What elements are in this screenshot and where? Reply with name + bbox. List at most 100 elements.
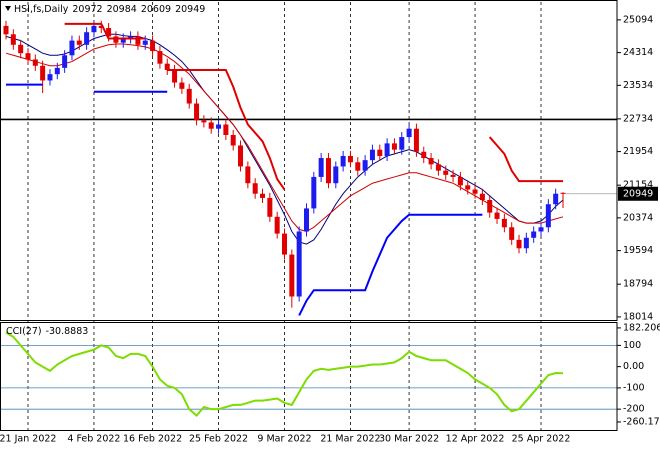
close-value: 20949 [175, 4, 205, 15]
candle-body [25, 53, 31, 60]
candle-body [369, 149, 375, 161]
y-tick-label: 21154 [623, 180, 653, 191]
candle-body [164, 63, 170, 70]
y-tick-label: 100 [623, 340, 641, 351]
y-tick-label: 18014 [623, 311, 653, 322]
main-panel-frame [0, 0, 618, 321]
candle-body [106, 28, 112, 37]
plot-layer [1, 2, 617, 430]
x-tick-label: 12 Apr 2022 [446, 434, 505, 445]
high-value: 20984 [107, 4, 137, 15]
candle-body [223, 124, 229, 135]
candle-body [494, 212, 500, 219]
candle-body [465, 185, 471, 190]
candle-body [384, 143, 390, 156]
y-tick-label: 24314 [623, 47, 653, 58]
candle-body [113, 36, 119, 43]
x-tick-label: 16 Feb 2022 [123, 434, 182, 445]
candle-body [333, 166, 339, 184]
candle-body [531, 231, 537, 238]
x-tick-label: 25 Feb 2022 [189, 434, 248, 445]
candle-body [399, 137, 405, 150]
y-tick-label: 182.2062 [623, 322, 660, 333]
candle-body [208, 122, 214, 129]
candle-body [457, 176, 463, 186]
candle-body [325, 158, 331, 184]
candle-body [62, 55, 68, 68]
candle-body [413, 128, 419, 152]
candle-body [201, 120, 207, 123]
candle-body [516, 239, 522, 249]
candle-body [362, 160, 368, 171]
candle-body [538, 227, 544, 232]
candle-body [303, 208, 309, 232]
candle-body [18, 44, 24, 54]
candle-body [421, 151, 427, 159]
candle-body [347, 155, 353, 163]
candle-body [135, 36, 141, 45]
candle-body [84, 32, 90, 45]
candle-body [32, 59, 38, 66]
candle-body [238, 145, 244, 167]
candle-body [391, 143, 397, 150]
candle-body [487, 200, 493, 213]
candle-body [282, 233, 287, 255]
candle-body [311, 176, 317, 209]
y-tick-label: 0.00 [623, 361, 644, 372]
candle-body [450, 174, 456, 177]
price-box [618, 186, 658, 201]
x-tick-label: 21 Jan 2022 [0, 434, 56, 445]
candle-body [443, 170, 449, 175]
candle-body [91, 25, 97, 33]
candle-body [47, 74, 53, 81]
candle-body [560, 192, 566, 194]
x-tick-label: 30 Mar 2022 [379, 434, 439, 445]
candle-body [194, 103, 200, 121]
candle-body [472, 189, 478, 194]
candle-body [40, 65, 46, 81]
y-tick-label: -200 [623, 404, 645, 415]
cci-header: CCI(27) -30.8883 [6, 326, 88, 337]
y-tick-label: 19594 [623, 245, 653, 256]
candle-body [267, 197, 273, 217]
y-tick-label: 20374 [623, 212, 653, 223]
candle-body [340, 155, 346, 167]
y-tick-label: -260.178 [623, 416, 660, 427]
candle-body [406, 128, 412, 138]
candle-body [501, 218, 507, 228]
indicator-line [5, 33, 564, 245]
candle-body [157, 51, 163, 64]
candle-body [545, 204, 551, 228]
candle-body [128, 36, 134, 39]
candle-body [245, 166, 251, 184]
y-tick-label: 23534 [623, 80, 653, 91]
candle-body [355, 162, 361, 171]
candle-body [252, 183, 258, 194]
candle-body [435, 164, 441, 171]
y-tick-label: 25094 [623, 14, 653, 25]
candle-body [230, 134, 236, 146]
candle-body [142, 40, 148, 45]
candle-body [216, 124, 222, 129]
candle-body [509, 227, 515, 240]
y-tick-label: -100 [623, 382, 645, 393]
cci-line [5, 331, 564, 417]
collapse-icon [5, 6, 11, 11]
y-tick-label: 21954 [623, 146, 653, 157]
candle-body [186, 88, 192, 104]
candle-body [179, 82, 185, 89]
candle-body [274, 216, 280, 234]
x-tick-label: 25 Apr 2022 [512, 434, 571, 445]
symbol: HSI,fs,Daily [14, 4, 69, 15]
candle-body [479, 193, 485, 201]
candle-body [120, 38, 126, 43]
candle-body [76, 40, 82, 45]
candle-body [318, 158, 324, 177]
candle-body [296, 231, 302, 297]
candle-body [428, 158, 434, 165]
candle-body [377, 149, 383, 156]
x-tick-label: 4 Feb 2022 [67, 434, 120, 445]
candle-body [69, 40, 75, 56]
candle-body [10, 34, 16, 45]
